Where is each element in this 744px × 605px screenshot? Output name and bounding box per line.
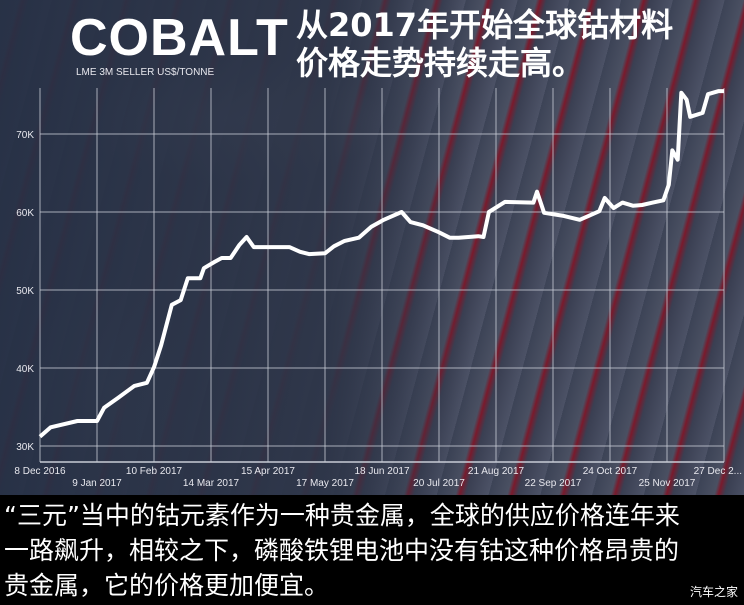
y-tick-label: 50K	[16, 286, 34, 297]
y-tick-label: 30K	[16, 442, 34, 453]
x-tick-label: 15 Apr 2017	[241, 466, 295, 477]
x-tick-label: 14 Mar 2017	[183, 478, 240, 489]
x-tick-label: 18 Jun 2017	[354, 466, 409, 477]
headline-line-2: 价格走势持续走高。	[296, 44, 585, 82]
y-tick-label: 70K	[16, 130, 34, 141]
grid	[39, 88, 725, 463]
x-tick-label: 20 Jul 2017	[413, 478, 465, 489]
caption: “三元”当中的钴元素作为一种贵金属，全球的供应价格连年来 一路飙升，相较之下，磷…	[4, 498, 680, 603]
y-tick-label: 60K	[16, 208, 34, 219]
x-tick-label: 25 Nov 2017	[639, 478, 696, 489]
x-tick-label: 17 May 2017	[296, 478, 354, 489]
y-tick-label: 40K	[16, 364, 34, 375]
caption-line: 一路飙升，相较之下，磷酸铁锂电池中没有钴这种价格昂贵的	[4, 536, 680, 565]
y-axis-ticks: 30K 40K 50K 60K 70K	[16, 130, 34, 453]
x-tick-label: 8 Dec 2016	[14, 466, 66, 477]
background-photo-overlay	[0, 0, 470, 495]
x-tick-label: 10 Feb 2017	[126, 466, 183, 477]
x-tick-label: 9 Jan 2017	[72, 478, 122, 489]
chart-title: COBALT	[70, 9, 289, 67]
headline-line-1: 从2017年开始全球钴材料	[296, 6, 674, 44]
price-series-line	[38, 89, 724, 439]
chinese-headline: 从2017年开始全球钴材料 价格走势持续走高。	[296, 6, 673, 82]
x-tick-label: 22 Sep 2017	[525, 478, 582, 489]
x-tick-label: 27 Dec 2...	[694, 466, 742, 477]
caption-line: 贵金属，它的价格更加便宜。	[4, 571, 330, 600]
watermark-logo: 汽车之家	[689, 585, 738, 599]
x-tick-label: 21 Aug 2017	[468, 466, 525, 477]
caption-line: “三元”当中的钴元素作为一种贵金属，全球的供应价格连年来	[4, 501, 680, 530]
x-tick-label: 24 Oct 2017	[583, 466, 638, 477]
chart-subtitle: LME 3M SELLER US$/TONNE	[76, 67, 215, 78]
cobalt-price-chart: 30K 40K 50K 60K 70K 8 Dec 2016 9 Jan 2017 10 F…	[14, 88, 742, 489]
